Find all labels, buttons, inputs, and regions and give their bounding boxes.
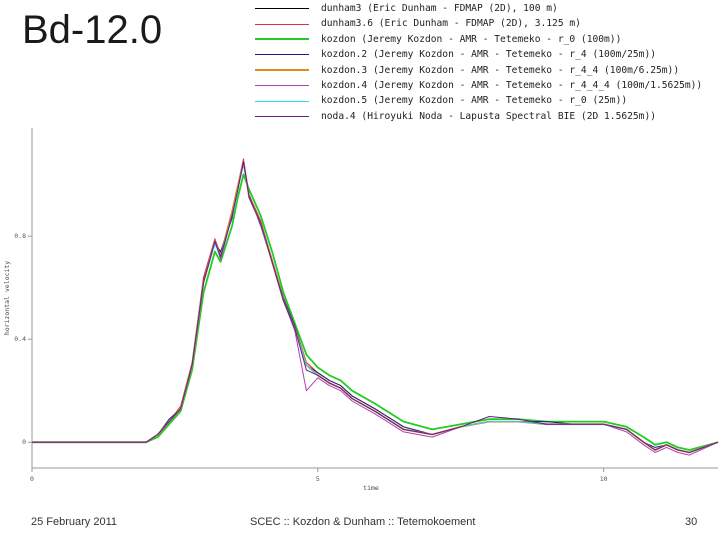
legend-label: kozdon.4 (Jeremy Kozdon - AMR - Tetemeko… <box>321 79 703 91</box>
legend-item: dunham3.6 (Eric Dunham - FDMAP (2D), 3.1… <box>255 16 702 31</box>
x-tick-label: 10 <box>600 475 608 483</box>
legend-label: kozdon.3 (Jeremy Kozdon - AMR - Tetemeko… <box>321 64 680 76</box>
legend-item: kozdon.5 (Jeremy Kozdon - AMR - Tetemeko… <box>255 93 702 108</box>
legend-item: kozdon (Jeremy Kozdon - AMR - Tetemeko -… <box>255 32 702 47</box>
legend-label: kozdon (Jeremy Kozdon - AMR - Tetemeko -… <box>321 33 622 45</box>
chart-series <box>32 158 719 456</box>
chart-legend: dunham3 (Eric Dunham - FDMAP (2D), 100 m… <box>255 1 702 124</box>
x-tick-label: 5 <box>316 475 320 483</box>
legend-swatch <box>255 38 309 41</box>
legend-swatch <box>255 8 309 10</box>
legend-item: kozdon.4 (Jeremy Kozdon - AMR - Tetemeko… <box>255 78 702 93</box>
x-axis-label: time <box>363 484 379 492</box>
y-tick-label: 0 <box>22 438 26 446</box>
legend-swatch <box>255 85 309 87</box>
y-tick-label: 0.8 <box>14 232 26 240</box>
legend-label: kozdon.2 (Jeremy Kozdon - AMR - Tetemeko… <box>321 49 657 61</box>
slide-title: Bd-12.0 <box>22 8 163 52</box>
legend-swatch <box>255 69 309 72</box>
page-number: 30 <box>685 516 698 528</box>
y-axis-label: horizontal velocity <box>3 261 11 335</box>
legend-swatch <box>255 100 309 102</box>
legend-item: kozdon.3 (Jeremy Kozdon - AMR - Tetemeko… <box>255 63 702 78</box>
x-tick-label: 0 <box>30 475 34 483</box>
legend-item: kozdon.2 (Jeremy Kozdon - AMR - Tetemeko… <box>255 47 702 62</box>
legend-swatch <box>255 54 309 56</box>
chart-axes: 0 5 10 0 0.4 0.8 time horizontal velocity <box>3 128 718 492</box>
series-line-7 <box>32 161 719 453</box>
legend-label: dunham3 (Eric Dunham - FDMAP (2D), 100 m… <box>321 3 558 14</box>
legend-label: kozdon.5 (Jeremy Kozdon - AMR - Tetemeko… <box>321 95 628 107</box>
legend-swatch <box>255 23 309 25</box>
legend-label: noda.4 (Hiroyuki Noda - Lapusta Spectral… <box>321 110 657 122</box>
legend-item: dunham3 (Eric Dunham - FDMAP (2D), 100 m… <box>255 1 702 16</box>
legend-swatch <box>255 115 309 117</box>
series-line-3 <box>32 163 719 453</box>
legend-item: noda.4 (Hiroyuki Noda - Lapusta Spectral… <box>255 109 702 124</box>
y-tick-label: 0.4 <box>14 335 26 343</box>
footer-date: 25 February 2011 <box>31 516 118 528</box>
legend-label: dunham3.6 (Eric Dunham - FDMAP (2D), 3.1… <box>321 18 581 30</box>
series-line-2 <box>32 173 719 451</box>
footer-center: SCEC :: Kozdon & Dunham :: Tetemokoement <box>250 516 476 528</box>
